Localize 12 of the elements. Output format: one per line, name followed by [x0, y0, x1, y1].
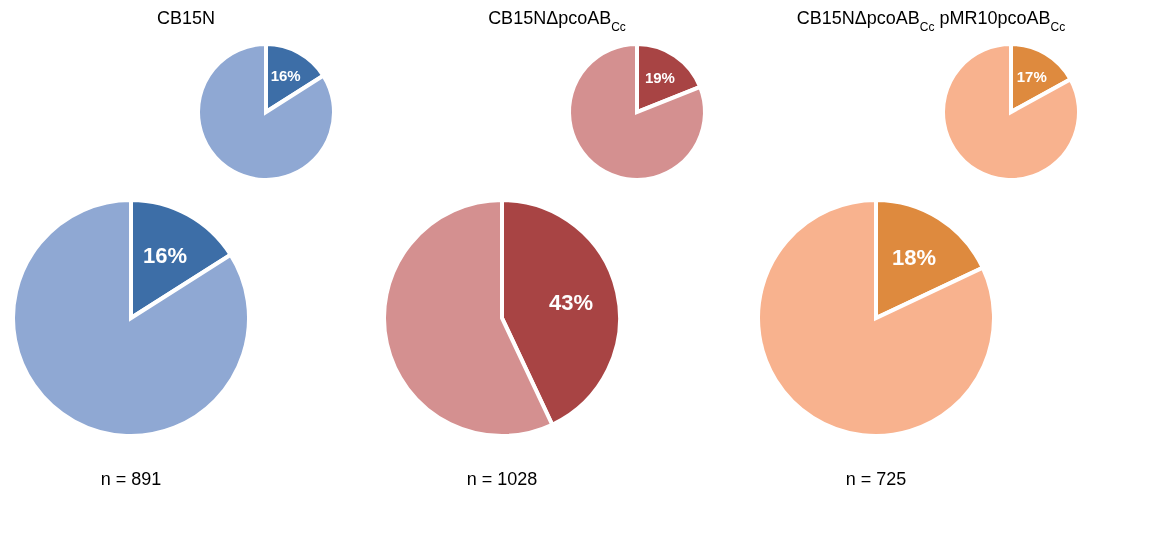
data-label: 17%	[1016, 67, 1047, 85]
text: n = 891	[100, 469, 162, 489]
chart-title: CB15NΔpcoAB$_{Cc}$	[488, 8, 626, 34]
chart-title: CB15N	[156, 8, 216, 28]
data-label: 18%	[891, 245, 936, 271]
data-label: 16%	[270, 67, 301, 85]
data-label: 16%	[143, 242, 188, 268]
text: n = 1028	[466, 469, 538, 489]
data-label: 43%	[549, 289, 594, 315]
chart-title: CB15NΔpcoAB$_{Cc}$ pMR10pcoAB$_{Cc}$	[796, 8, 1066, 34]
data-label: 19%	[644, 69, 675, 87]
text: n = 725	[845, 469, 907, 489]
